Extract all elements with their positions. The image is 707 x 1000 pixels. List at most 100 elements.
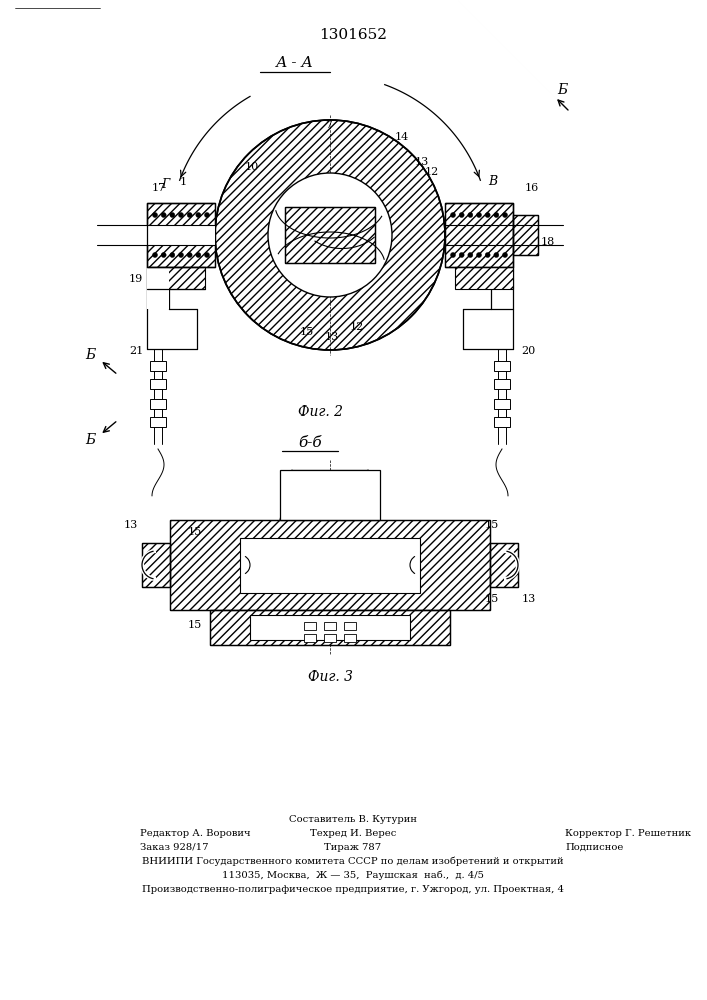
Bar xyxy=(494,379,510,389)
Text: Техред И. Верес: Техред И. Верес xyxy=(310,829,396,838)
Circle shape xyxy=(503,252,508,257)
Bar xyxy=(170,520,490,610)
Bar xyxy=(147,267,169,309)
Text: 19: 19 xyxy=(129,274,144,284)
Circle shape xyxy=(178,213,184,218)
Bar xyxy=(150,417,166,427)
Bar xyxy=(455,267,513,289)
Circle shape xyxy=(153,252,158,257)
Bar xyxy=(150,379,166,389)
Bar xyxy=(494,361,510,371)
Circle shape xyxy=(187,252,192,257)
Circle shape xyxy=(493,213,499,218)
Text: 15: 15 xyxy=(188,527,202,537)
Bar xyxy=(490,543,518,587)
Text: Корректор Г. Решетник: Корректор Г. Решетник xyxy=(565,829,691,838)
Circle shape xyxy=(196,252,201,257)
Bar xyxy=(513,215,538,255)
Circle shape xyxy=(493,252,499,257)
Text: Фиг. 3: Фиг. 3 xyxy=(308,670,353,684)
Bar xyxy=(150,361,166,371)
Bar xyxy=(304,622,316,630)
Bar xyxy=(147,267,205,289)
Circle shape xyxy=(196,213,201,218)
Bar xyxy=(494,417,510,427)
Bar xyxy=(240,538,420,593)
Circle shape xyxy=(477,213,481,218)
Text: 13: 13 xyxy=(522,594,536,604)
Text: Фиг. 2: Фиг. 2 xyxy=(298,405,342,419)
Text: Тираж 787: Тираж 787 xyxy=(325,843,382,852)
Circle shape xyxy=(468,213,473,218)
Bar xyxy=(324,622,336,630)
Text: Производственно-полиграфическое предприятие, г. Ужгород, ул. Проектная, 4: Производственно-полиграфическое предприя… xyxy=(142,885,564,894)
Circle shape xyxy=(450,213,455,218)
Text: Б: Б xyxy=(557,83,567,97)
Bar xyxy=(445,203,513,267)
Bar xyxy=(142,225,215,245)
Circle shape xyxy=(204,213,209,218)
Circle shape xyxy=(503,213,508,218)
Text: 21: 21 xyxy=(129,346,144,356)
Text: Подписное: Подписное xyxy=(565,843,624,852)
Text: Заказ 928/17: Заказ 928/17 xyxy=(140,843,209,852)
Circle shape xyxy=(161,252,166,257)
Circle shape xyxy=(485,252,490,257)
Text: ВНИИПИ Государственного комитета СССР по делам изобретений и открытий: ВНИИПИ Государственного комитета СССР по… xyxy=(142,857,563,866)
Bar xyxy=(142,543,170,587)
Circle shape xyxy=(268,173,392,297)
Bar xyxy=(324,634,336,642)
Text: В: В xyxy=(489,175,498,188)
Text: 16: 16 xyxy=(525,183,539,193)
Text: 1301652: 1301652 xyxy=(319,28,387,42)
Circle shape xyxy=(187,213,192,218)
Text: 15: 15 xyxy=(188,620,202,630)
Circle shape xyxy=(170,213,175,218)
Circle shape xyxy=(204,252,209,257)
Bar xyxy=(304,634,316,642)
Text: 14: 14 xyxy=(395,132,409,142)
Text: 12: 12 xyxy=(350,322,364,332)
Bar xyxy=(494,399,510,409)
Text: 15: 15 xyxy=(485,594,499,604)
Text: 17: 17 xyxy=(152,183,166,193)
Text: б-б: б-б xyxy=(298,436,322,450)
Circle shape xyxy=(485,213,490,218)
Bar xyxy=(280,470,380,520)
Circle shape xyxy=(477,252,481,257)
Text: Б: Б xyxy=(85,433,95,447)
Circle shape xyxy=(450,252,455,257)
Text: Г: Г xyxy=(162,178,170,191)
Text: Составитель В. Кутурин: Составитель В. Кутурин xyxy=(289,815,417,824)
Bar xyxy=(513,215,538,255)
Text: 15: 15 xyxy=(485,520,499,530)
Text: 13: 13 xyxy=(415,157,429,167)
Bar xyxy=(285,207,375,263)
Bar xyxy=(147,203,215,267)
Bar xyxy=(142,543,170,587)
Circle shape xyxy=(178,252,184,257)
Circle shape xyxy=(170,252,175,257)
Text: 1: 1 xyxy=(180,177,187,187)
Bar xyxy=(344,622,356,630)
Text: 13: 13 xyxy=(124,520,138,530)
Text: 113035, Москва,  Ж — 35,  Раушская  наб.,  д. 4/5: 113035, Москва, Ж — 35, Раушская наб., д… xyxy=(222,871,484,880)
Text: 18: 18 xyxy=(541,237,555,247)
Text: 12: 12 xyxy=(425,167,439,177)
Bar xyxy=(490,543,518,587)
Text: 15: 15 xyxy=(300,327,314,337)
Circle shape xyxy=(153,213,158,218)
Text: Б: Б xyxy=(85,348,95,362)
Circle shape xyxy=(459,213,464,218)
Circle shape xyxy=(468,252,473,257)
Text: 10: 10 xyxy=(245,162,259,172)
Text: 7: 7 xyxy=(325,120,332,130)
Text: 20: 20 xyxy=(521,346,535,356)
Bar xyxy=(285,207,375,263)
Circle shape xyxy=(459,252,464,257)
Bar xyxy=(250,615,410,640)
Text: А - А: А - А xyxy=(276,56,314,70)
Text: 13: 13 xyxy=(325,332,339,342)
Bar xyxy=(170,520,490,610)
Bar xyxy=(445,203,513,267)
